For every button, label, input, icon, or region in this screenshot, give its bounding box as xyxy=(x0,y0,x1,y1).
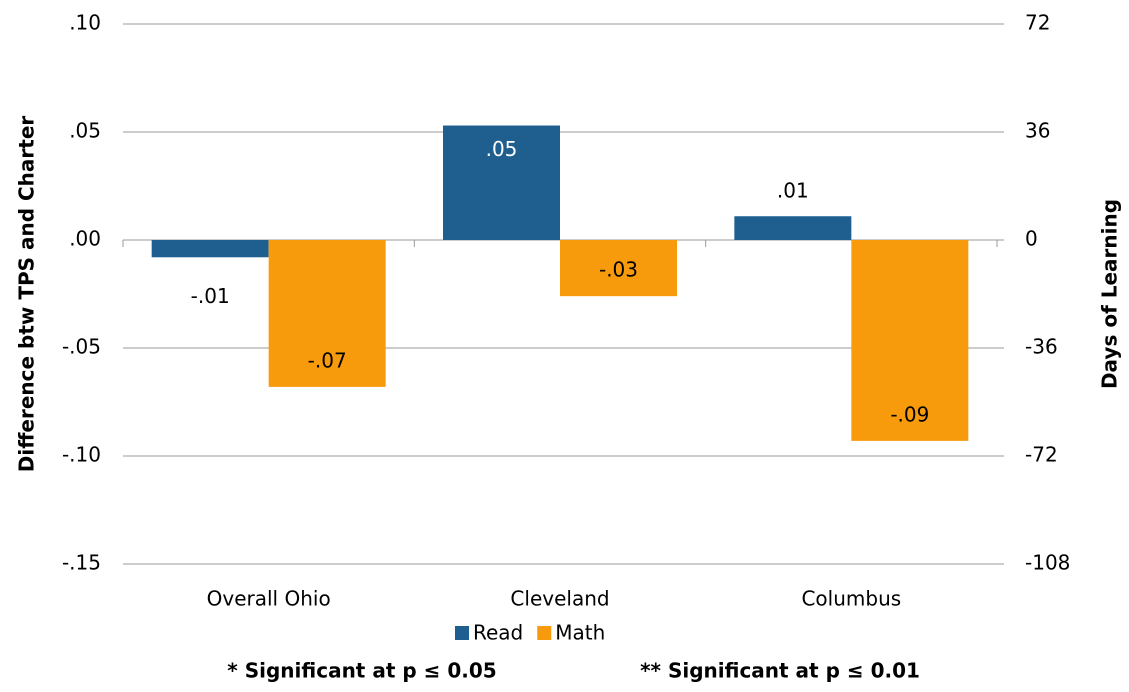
footnote: ** Significant at p ≤ 0.01 xyxy=(640,659,920,683)
x-tick-label: Columbus xyxy=(801,587,901,611)
data-label: .05 xyxy=(486,137,518,161)
x-tick-label: Cleveland xyxy=(510,587,609,611)
data-label: -.07 xyxy=(308,348,347,372)
x-tick-label: Overall Ohio xyxy=(207,587,331,611)
data-label: .01 xyxy=(777,179,809,203)
y2-tick-label: -108 xyxy=(1025,551,1070,575)
bar xyxy=(268,240,386,387)
y2-tick-label: 72 xyxy=(1025,11,1050,35)
y2-axis-title: Days of Learning xyxy=(1098,199,1122,389)
legend-label: Read xyxy=(473,621,523,645)
y2-tick-label: 0 xyxy=(1025,227,1038,251)
y-tick-label: -.15 xyxy=(62,551,101,575)
legend-label: Math xyxy=(555,621,605,645)
bar xyxy=(734,216,852,240)
bar xyxy=(443,125,560,240)
data-label: -.03 xyxy=(599,258,638,282)
y-tick-label: .05 xyxy=(69,119,101,143)
data-label: -.09 xyxy=(890,402,929,426)
bar xyxy=(851,240,969,441)
y-tick-label: -.05 xyxy=(62,335,101,359)
legend-swatch xyxy=(537,626,552,640)
y-axis-title: Difference btw TPS and Charter xyxy=(15,116,39,473)
y-tick-label: -.10 xyxy=(62,443,101,467)
footnote: * Significant at p ≤ 0.05 xyxy=(227,659,496,683)
y2-tick-label: -72 xyxy=(1025,443,1058,467)
y2-tick-label: -36 xyxy=(1025,335,1058,359)
bar xyxy=(560,240,677,297)
y-tick-label: .10 xyxy=(69,11,101,35)
data-label: -.01 xyxy=(191,284,230,308)
legend-swatch xyxy=(455,626,469,640)
y2-tick-label: 36 xyxy=(1025,119,1050,143)
bar xyxy=(151,240,269,258)
y-tick-label: .00 xyxy=(69,227,101,251)
